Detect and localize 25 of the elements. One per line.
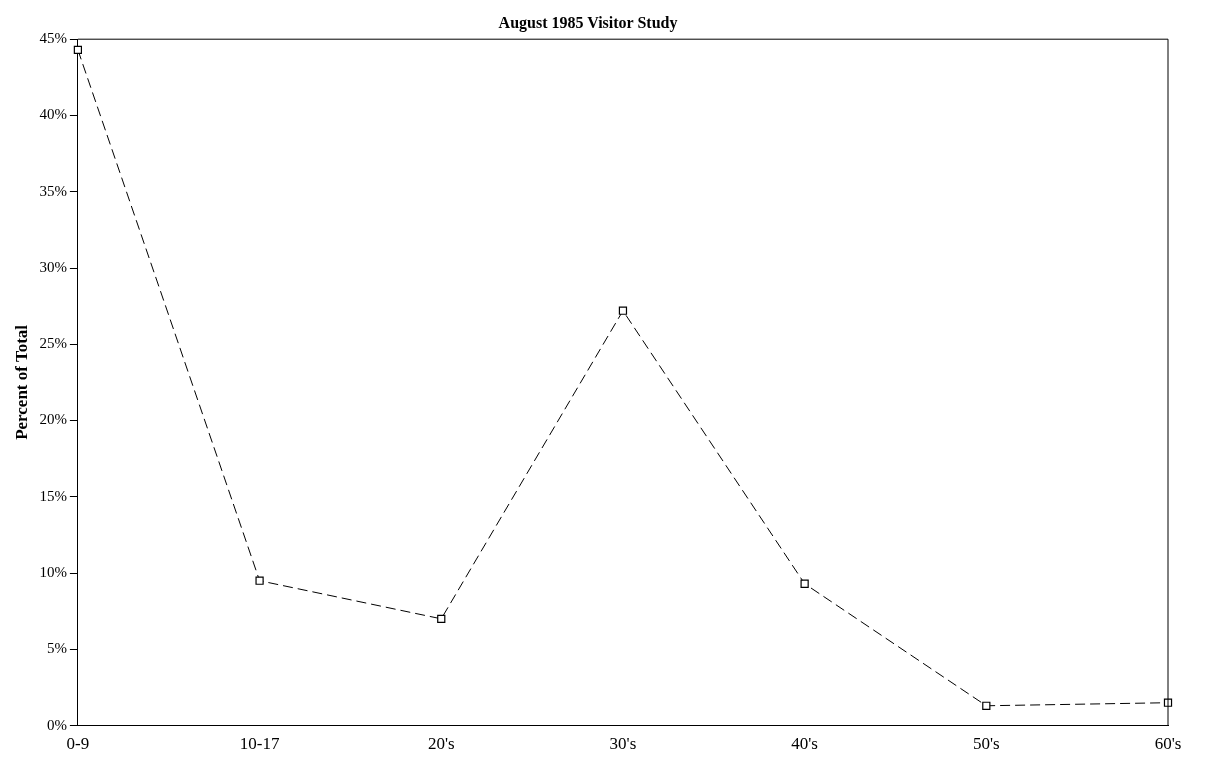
point	[800, 579, 809, 588]
x-tick-label: 50's	[972, 734, 1000, 754]
y-tick-label: 10%	[39, 564, 67, 580]
y-tick-label: 15%	[39, 487, 67, 504]
point	[73, 45, 83, 55]
y-tick-label: 30%	[39, 258, 67, 275]
x-tick-label: 30's	[609, 734, 637, 754]
y-tick-label: 35%	[39, 182, 67, 199]
x-tick-label: 60's	[1154, 734, 1182, 754]
x-tick-label: 10-17	[239, 734, 280, 754]
chart-title: August 1985 Visitor Study	[498, 13, 678, 32]
y-tick-label: 45%	[39, 30, 67, 47]
point	[437, 614, 446, 623]
x-tick-label: 40's	[791, 734, 818, 754]
y-tick-label: 20%	[39, 411, 67, 428]
y-tick-label: 40%	[39, 106, 67, 123]
x-tick-label: 0-9	[66, 734, 90, 754]
point	[982, 701, 991, 710]
y-tick-label: 25%	[39, 335, 67, 352]
y-tick-label: 5%	[46, 640, 67, 657]
y-axis-title: Percent of Total	[11, 324, 31, 440]
x-tick-label: 20's	[427, 734, 455, 754]
point	[618, 306, 628, 315]
y-tick-label: 0%	[46, 716, 67, 733]
point	[255, 576, 264, 585]
